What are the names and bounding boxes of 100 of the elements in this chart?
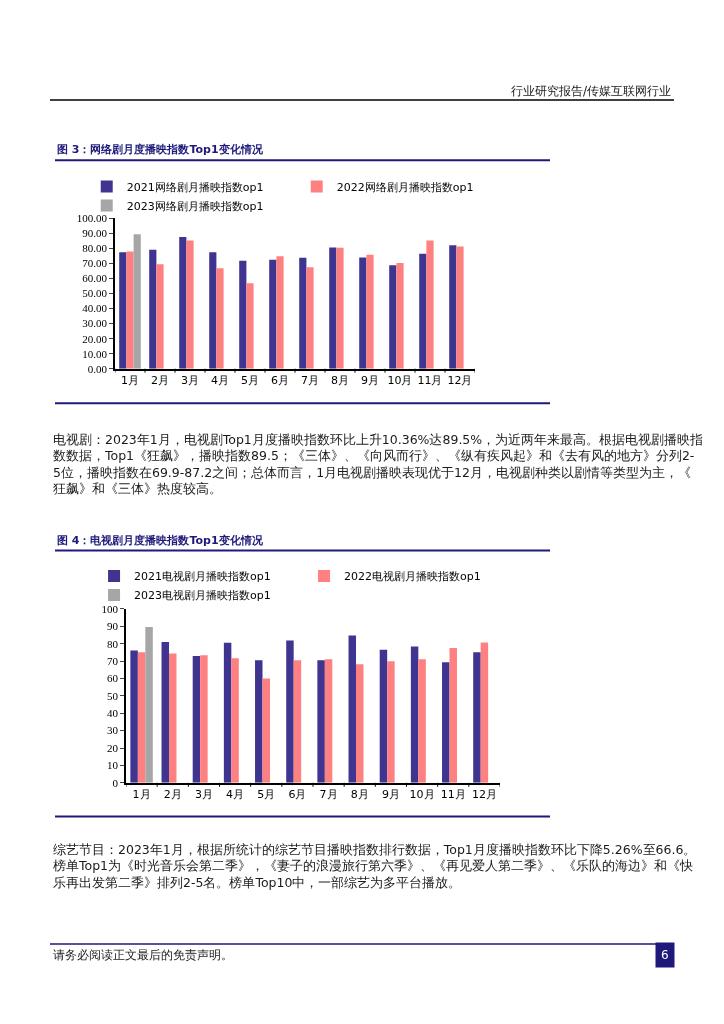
y-tick-label: 70.00 [82, 257, 108, 270]
text: 综艺节目：2023年1月，根据所统计的综艺节目播映指数排行数据，Top1月度播映指数环比下降5.26%至66.6。榜单Top1为《时光音乐会第二季》，《妻子的浪漫旅行第六季》、《再见爱人第二季》、《乐队的海边》和《快乐再出发第二季》排列2-5名。榜单Top10中，一部综艺为多平台播放。 [53, 842, 697, 890]
x-tick-label: 5月 [241, 373, 259, 387]
y-tick-label: 20.00 [82, 332, 108, 345]
y-tick-label: 30.00 [82, 317, 108, 330]
bar [269, 259, 277, 369]
bar [246, 283, 254, 369]
legend-label: 2023电视剧月播映指数op1 [134, 589, 271, 603]
y-tick-label: 80 [107, 637, 119, 650]
x-tick-label: 10月 [409, 787, 435, 801]
bar [223, 642, 232, 783]
y-tick-label: 10 [107, 759, 119, 772]
text: 请务必阅读正文最后的免责声明。 [53, 948, 233, 962]
bar [329, 247, 337, 369]
bar [145, 627, 153, 783]
bar [324, 659, 333, 783]
y-tick-label: 60.00 [82, 272, 108, 285]
bar [126, 251, 134, 369]
x-tick-label: 11月 [417, 373, 443, 387]
text: 电视剧：2023年1月，电视剧Top1月度播映指数环比上升10.36%达89.5%，为近两年来最高。根据电视剧播映指数数据，Top1《狂飙》，播映指数89.5；《三体》、《向风而行》、《纵有疾风起》和《去有风的地方》分列2-5位，播映指数在69.9-87.2之间；总体而言，1月电视剧播映表现优于12月，电视剧种类以剧情等类型为主，《狂飙》和《三体》热度较高。 [53, 432, 704, 496]
legend-label: 2021电视剧月播映指数op1 [134, 570, 271, 584]
y-tick-label: 70 [107, 654, 119, 667]
y-tick-label: 10.00 [82, 347, 108, 360]
y-tick-label: 0.00 [87, 362, 108, 375]
x-tick-label: 2月 [151, 373, 169, 387]
bar [348, 635, 357, 783]
bar [419, 253, 427, 369]
bar [231, 658, 239, 783]
bar [137, 652, 146, 783]
y-tick-label: 0 [112, 776, 119, 789]
y-tick-label: 80.00 [82, 242, 108, 255]
x-tick-label: 4月 [226, 787, 245, 801]
bar [480, 642, 489, 783]
bar [130, 650, 138, 783]
text: 6 [661, 948, 669, 962]
x-tick-label: 1月 [121, 373, 139, 387]
bar [306, 267, 314, 369]
x-tick-label: 3月 [181, 373, 199, 387]
y-tick-label: 50.00 [82, 287, 108, 300]
bar [209, 252, 217, 369]
y-tick-label: 50 [107, 689, 119, 702]
bar [216, 268, 224, 369]
x-tick-label: 2月 [163, 787, 182, 801]
bar [387, 661, 395, 783]
y-tick-label: 90 [107, 620, 119, 633]
bar [239, 260, 247, 369]
bar [442, 662, 450, 783]
bar [379, 649, 388, 783]
bar [299, 257, 307, 369]
bar [200, 655, 208, 783]
y-tick-label: 40 [107, 707, 119, 720]
bar [156, 264, 164, 369]
x-tick-label: 4月 [211, 373, 229, 387]
legend-label: 2022网络剧月播映指数op1 [336, 180, 474, 194]
x-tick-label: 12月 [447, 373, 473, 387]
legend-label: 2021网络剧月播映指数op1 [126, 180, 264, 194]
chart-title: 图 4：电视剧月度播映指数Top1变化情况 [57, 534, 264, 547]
x-tick-label: 8月 [331, 373, 349, 387]
x-tick-label: 9月 [381, 787, 400, 801]
bar [133, 234, 141, 369]
y-tick-label: 40.00 [82, 302, 108, 315]
bar [276, 256, 284, 369]
bar [169, 653, 177, 783]
y-tick-label: 100 [101, 602, 119, 615]
bar [179, 236, 187, 369]
y-tick-label: 30 [107, 724, 119, 737]
bar [161, 642, 170, 783]
y-tick-label: 100.00 [76, 212, 108, 225]
bar [262, 678, 270, 783]
x-tick-label: 7月 [301, 373, 319, 387]
bar [426, 240, 434, 369]
x-tick-label: 6月 [288, 787, 307, 801]
bar [119, 252, 127, 369]
bar [449, 647, 457, 783]
y-tick-label: 60 [107, 672, 119, 685]
bar [255, 660, 263, 783]
x-tick-label: 6月 [271, 373, 289, 387]
bar [286, 640, 294, 783]
chart-title: 图 3：网络剧月度播映指数Top1变化情况 [57, 143, 264, 156]
bar [336, 247, 344, 369]
x-tick-label: 9月 [361, 373, 379, 387]
x-tick-label: 7月 [319, 787, 338, 801]
x-tick-label: 3月 [194, 787, 213, 801]
x-tick-label: 10月 [387, 373, 413, 387]
bar [410, 646, 419, 783]
bar [449, 245, 457, 369]
bar [192, 655, 201, 783]
legend-label: 2023网络剧月播映指数op1 [126, 199, 264, 213]
bar [396, 262, 404, 369]
y-tick-label: 90.00 [82, 227, 108, 240]
bar [356, 664, 364, 783]
bar [389, 265, 397, 369]
x-tick-label: 11月 [440, 787, 466, 801]
bar [186, 240, 194, 369]
text: 行业研究报告/传媒互联网行业 [511, 84, 672, 98]
bar [149, 249, 157, 369]
y-tick-label: 20 [107, 741, 119, 754]
x-tick-label: 5月 [257, 787, 276, 801]
bar [473, 652, 481, 783]
bar [366, 254, 374, 369]
